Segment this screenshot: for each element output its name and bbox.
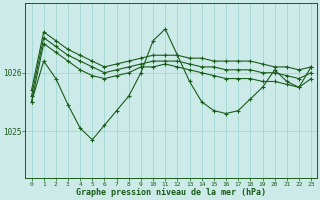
X-axis label: Graphe pression niveau de la mer (hPa): Graphe pression niveau de la mer (hPa) — [76, 188, 266, 197]
